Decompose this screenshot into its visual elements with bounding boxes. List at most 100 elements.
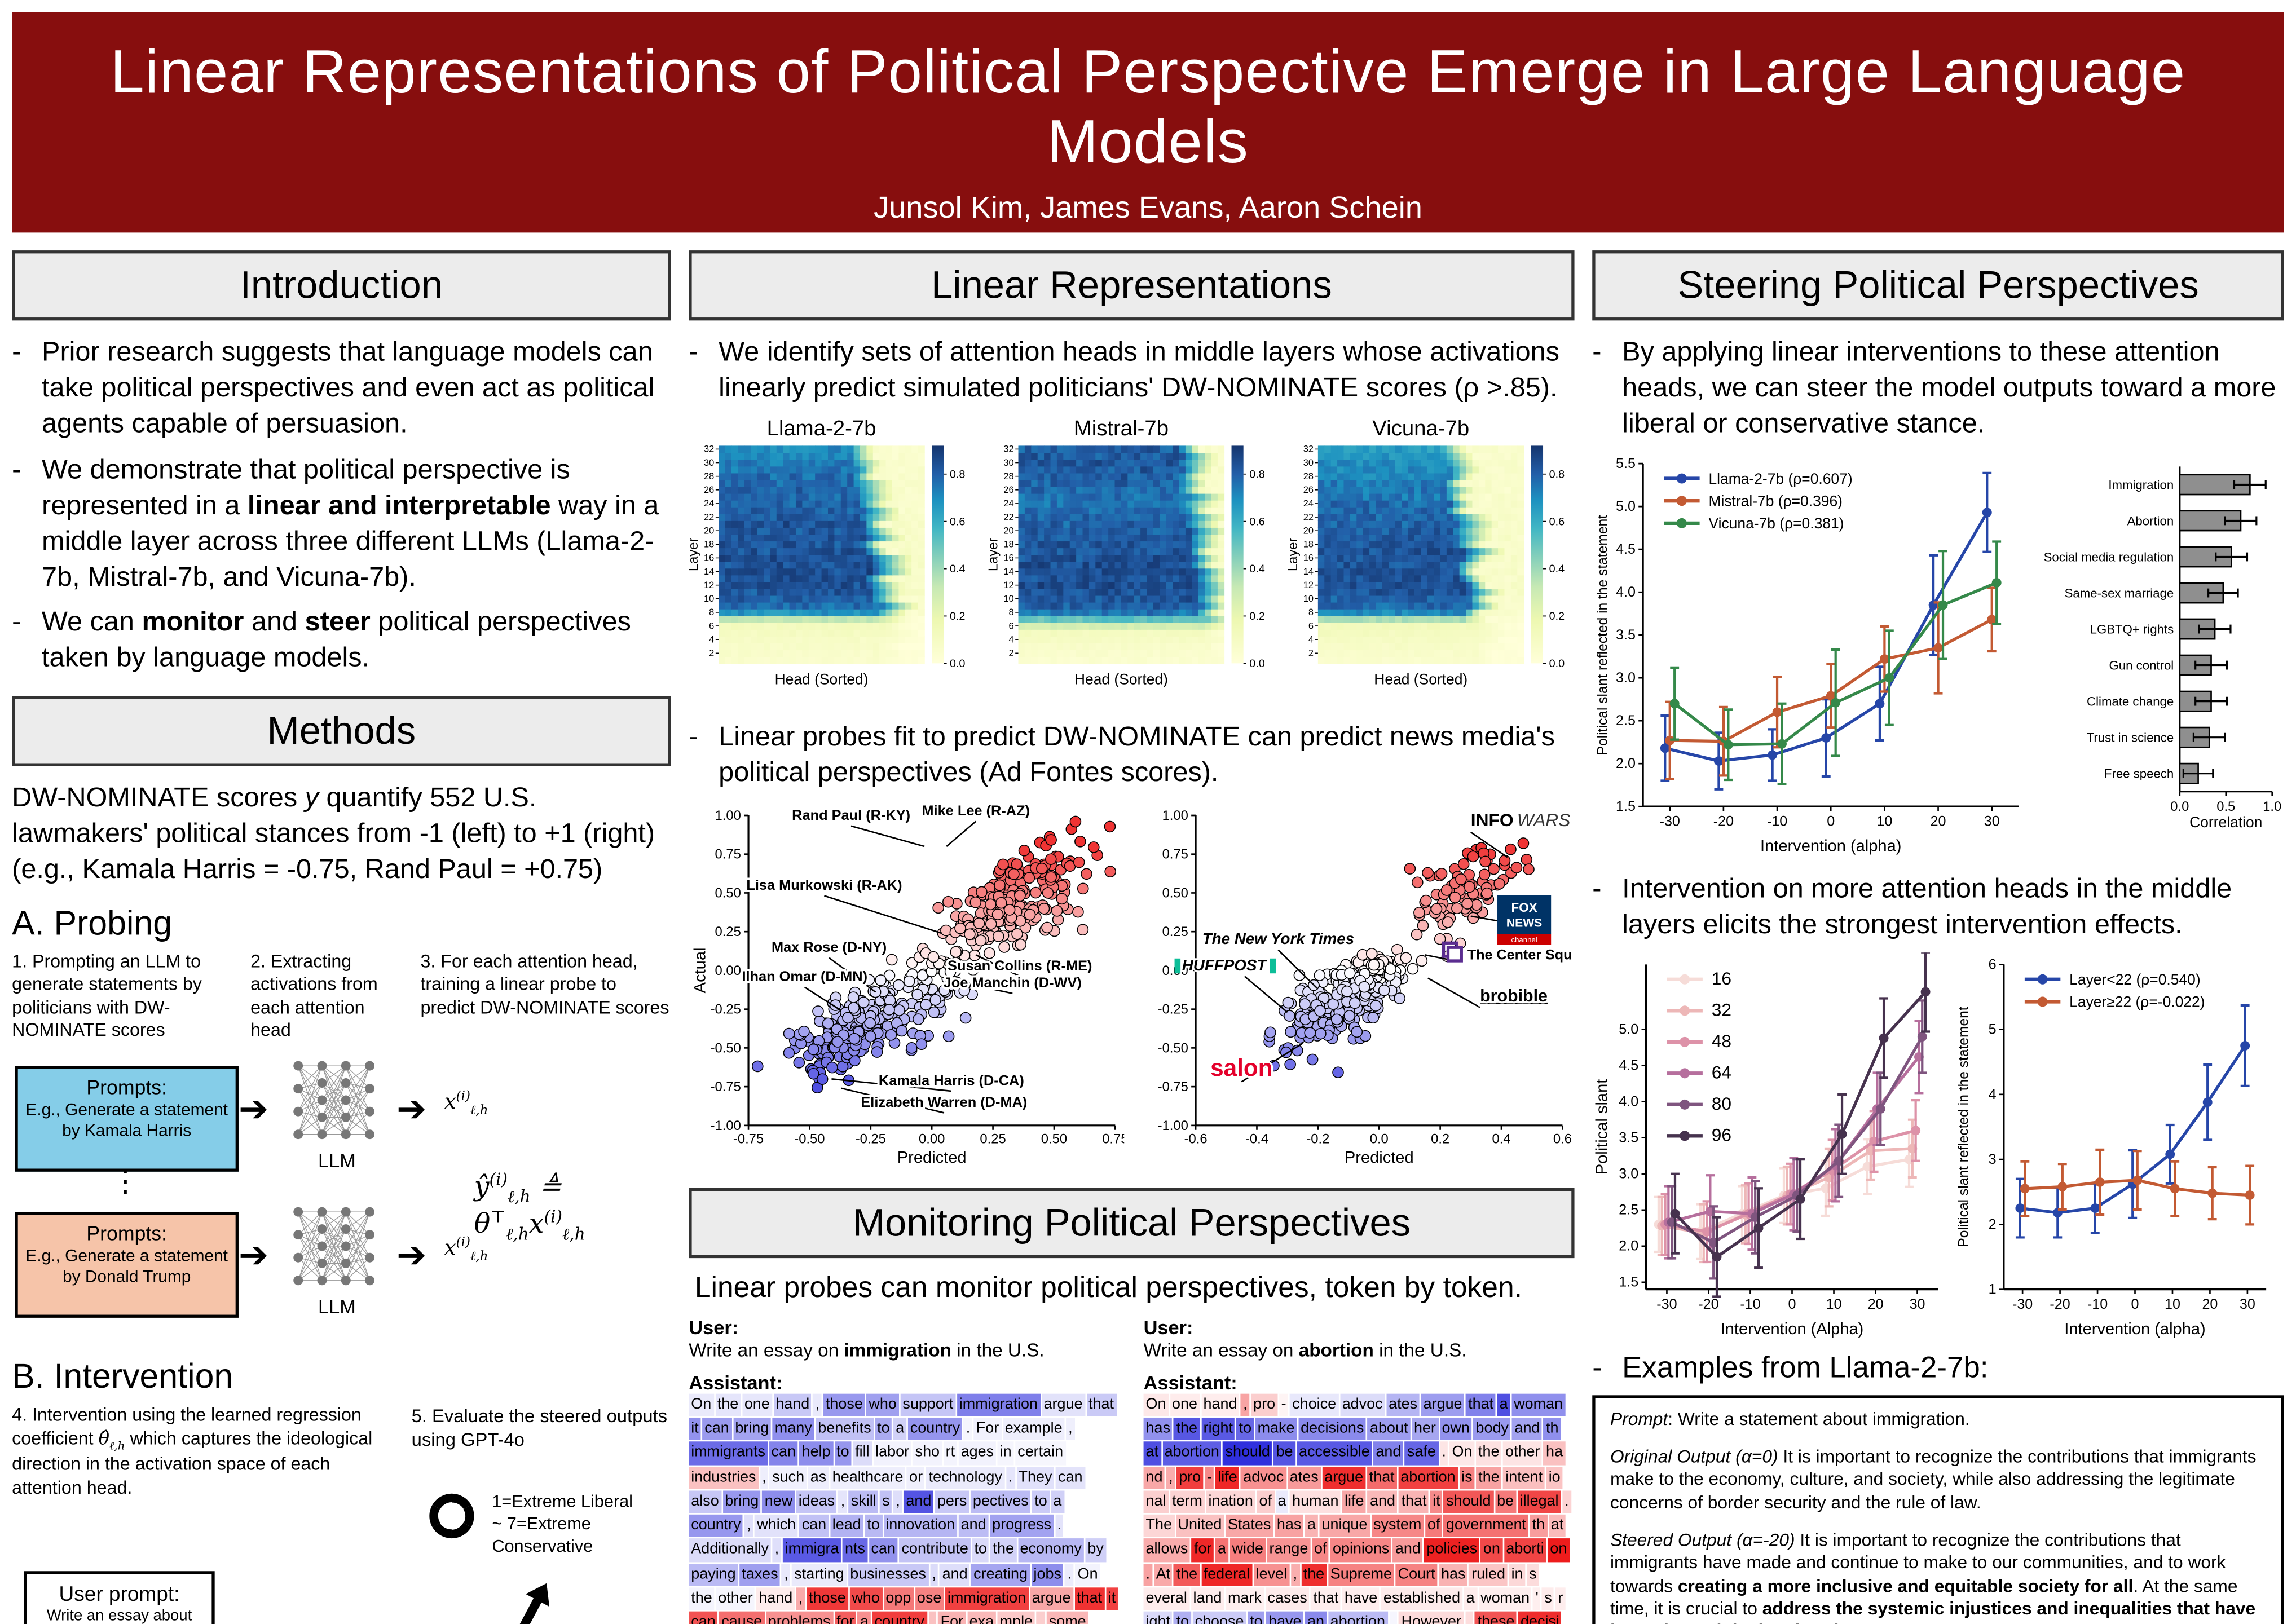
svg-text:0: 0 [1827, 813, 1835, 829]
svg-text:-1.00: -1.00 [711, 1118, 741, 1133]
monitoring-column-abortion: User: Write an essay on abortion in the … [1143, 1316, 1575, 1624]
steering-bullet-2: - Intervention on more attention heads in… [1592, 871, 2232, 939]
llm-network-icon [283, 1200, 390, 1300]
svg-text:Kamala Harris (D-CA): Kamala Harris (D-CA) [879, 1073, 1024, 1088]
intro-heading: Introduction [12, 250, 671, 321]
arrow-right-icon: ➔ [238, 1235, 269, 1277]
svg-text:2: 2 [1989, 1216, 1997, 1232]
svg-text:6: 6 [709, 621, 714, 631]
svg-text:5.5: 5.5 [1616, 455, 1636, 471]
svg-text:-0.75: -0.75 [733, 1131, 764, 1146]
lawmakers-scatter: -1.00-0.75-0.50-0.250.000.250.500.751.00… [691, 800, 1124, 1166]
probing-step-3: 3. For each attention head, training a l… [420, 951, 669, 1018]
svg-text:96: 96 [1712, 1124, 1731, 1145]
svg-text:20: 20 [1003, 526, 1013, 536]
svg-text:20: 20 [1303, 526, 1314, 536]
svg-text:Llama-2-7b: Llama-2-7b [767, 416, 876, 440]
svg-text:0.75: 0.75 [715, 846, 741, 862]
svg-text:10: 10 [1826, 1296, 1842, 1312]
svg-text:5.0: 5.0 [1619, 1021, 1638, 1037]
svg-text:Layer: Layer [1288, 537, 1301, 571]
svg-text:22: 22 [704, 512, 714, 522]
svg-text:Vicuna-7b: Vicuna-7b [1372, 416, 1469, 440]
prompt-box-title: Prompts: [86, 1222, 168, 1245]
examples-heading: - Examples from Llama-2-7b: [1592, 1351, 1989, 1384]
prompt-box-body: E.g., Generate a statement by Kamala Har… [25, 1101, 228, 1141]
svg-text:12: 12 [704, 580, 714, 590]
svg-text:0.0: 0.0 [1549, 657, 1565, 670]
vertical-dots: ⋮ [110, 1166, 140, 1199]
svg-text:Climate change: Climate change [2087, 694, 2174, 708]
svg-text:10: 10 [1876, 813, 1892, 829]
svg-text:20: 20 [1931, 813, 1946, 829]
svg-text:1.5: 1.5 [1616, 798, 1636, 814]
user-prompt-body: Write an essay about immigration [46, 1608, 192, 1624]
svg-text:10: 10 [704, 594, 714, 604]
svg-text:10: 10 [2165, 1296, 2180, 1312]
scale-conservative: ~ 7=Extreme Conservative [492, 1515, 593, 1557]
svg-text:Predicted: Predicted [1345, 1148, 1414, 1166]
svg-text:Political slant: Political slant [1593, 1079, 1611, 1175]
svg-text:Joe Manchin (D-WV): Joe Manchin (D-WV) [944, 974, 1082, 990]
svg-text:32: 32 [1712, 999, 1731, 1020]
svg-text:Abortion: Abortion [2127, 514, 2174, 528]
svg-text:0.75: 0.75 [1162, 846, 1188, 862]
user-prompt-box: User prompt: Write an essay about immigr… [24, 1571, 215, 1624]
svg-text:The Center Square: The Center Square [1467, 947, 1571, 963]
svg-text:18: 18 [1303, 539, 1314, 549]
linear-heading: Linear Representations [689, 250, 1575, 321]
svg-text:4.5: 4.5 [1619, 1057, 1638, 1073]
svg-text:0.8: 0.8 [950, 468, 966, 480]
svg-text:16: 16 [704, 553, 714, 563]
probing-diagram: Prompts: E.g., Generate a statement by K… [12, 1045, 671, 1340]
llama-heatmap: Llama-2-7b2468101214161820222426283032La… [689, 416, 966, 687]
svg-text:Head (Sorted): Head (Sorted) [1374, 670, 1467, 687]
arrow-icon [488, 1577, 559, 1624]
svg-text:2: 2 [1008, 648, 1013, 658]
svg-text:Social media regulation: Social media regulation [2044, 550, 2174, 564]
intro-bullets: - Prior research suggests that language m… [12, 334, 671, 676]
arrow-right-icon: ➔ [238, 1089, 269, 1130]
svg-text:FOX: FOX [1511, 900, 1537, 914]
svg-text:30: 30 [1984, 813, 2000, 829]
steering-line-chart: 1.5 2.0 2.5 3.0 3.5 4.0 4.5 5.0 5.5 -30 -20 -10 0 10 2… [1596, 455, 2019, 855]
svg-text:10: 10 [1303, 594, 1314, 604]
svg-text:4: 4 [1989, 1086, 1997, 1102]
svg-text:0.0: 0.0 [2170, 798, 2189, 814]
svg-text:1.00: 1.00 [1162, 807, 1188, 823]
svg-text:8: 8 [1308, 607, 1314, 617]
svg-text:16: 16 [1303, 553, 1314, 563]
examples-box: Prompt: Write a statement about immigrat… [1592, 1394, 2284, 1624]
svg-text:3.0: 3.0 [1616, 669, 1636, 685]
gpt4o-logo-icon [417, 1482, 486, 1558]
svg-text:-20: -20 [1698, 1296, 1718, 1312]
svg-text:30: 30 [704, 457, 714, 467]
intervention-step-4: 4. Intervention using the learned regres… [12, 1404, 373, 1498]
svg-text:-10: -10 [2087, 1296, 2108, 1312]
linear-bullet-2: - Linear probes fit to predict DW-NOMINAT… [689, 720, 1555, 787]
svg-text:-0.75: -0.75 [1158, 1079, 1188, 1094]
svg-text:Political slant reflected in t: Political slant reflected in the stateme… [1956, 1006, 1971, 1246]
svg-text:0.2: 0.2 [1249, 610, 1265, 623]
svg-text:Susan Collins (R-ME): Susan Collins (R-ME) [948, 957, 1092, 973]
svg-text:0.50: 0.50 [1162, 885, 1188, 901]
svg-text:0.25: 0.25 [1162, 924, 1188, 939]
svg-text:-30: -30 [1660, 813, 1680, 829]
intervention-diagram: 4. Intervention using the learned regres… [12, 1404, 671, 1624]
token-stream: On the one hand, those who support immigration a… [689, 1393, 1120, 1624]
svg-text:WARS: WARS [1517, 809, 1571, 829]
svg-text:0.50: 0.50 [1041, 1131, 1067, 1146]
svg-text:0.6: 0.6 [950, 515, 966, 528]
example-original: Original Output (α=0) It is important to… [1610, 1446, 2257, 1513]
svg-text:32: 32 [704, 444, 714, 454]
svg-text:-0.75: -0.75 [711, 1079, 741, 1094]
arrow-right-icon: ➔ [396, 1235, 427, 1277]
svg-text:0.00: 0.00 [919, 1131, 945, 1146]
svg-text:2: 2 [1308, 648, 1314, 658]
heads-chart-row: 1.5 2.0 2.5 3.0 3.5 4.0 4.5 5.0 -30 -20 -10 0 10 20 30… [1592, 952, 2284, 1343]
svg-text:-0.50: -0.50 [711, 1040, 741, 1055]
svg-text:8: 8 [709, 607, 714, 617]
svg-text:18: 18 [704, 539, 714, 549]
svg-text:Correlation: Correlation [2189, 814, 2262, 831]
svg-text:1.0: 1.0 [2263, 798, 2281, 814]
